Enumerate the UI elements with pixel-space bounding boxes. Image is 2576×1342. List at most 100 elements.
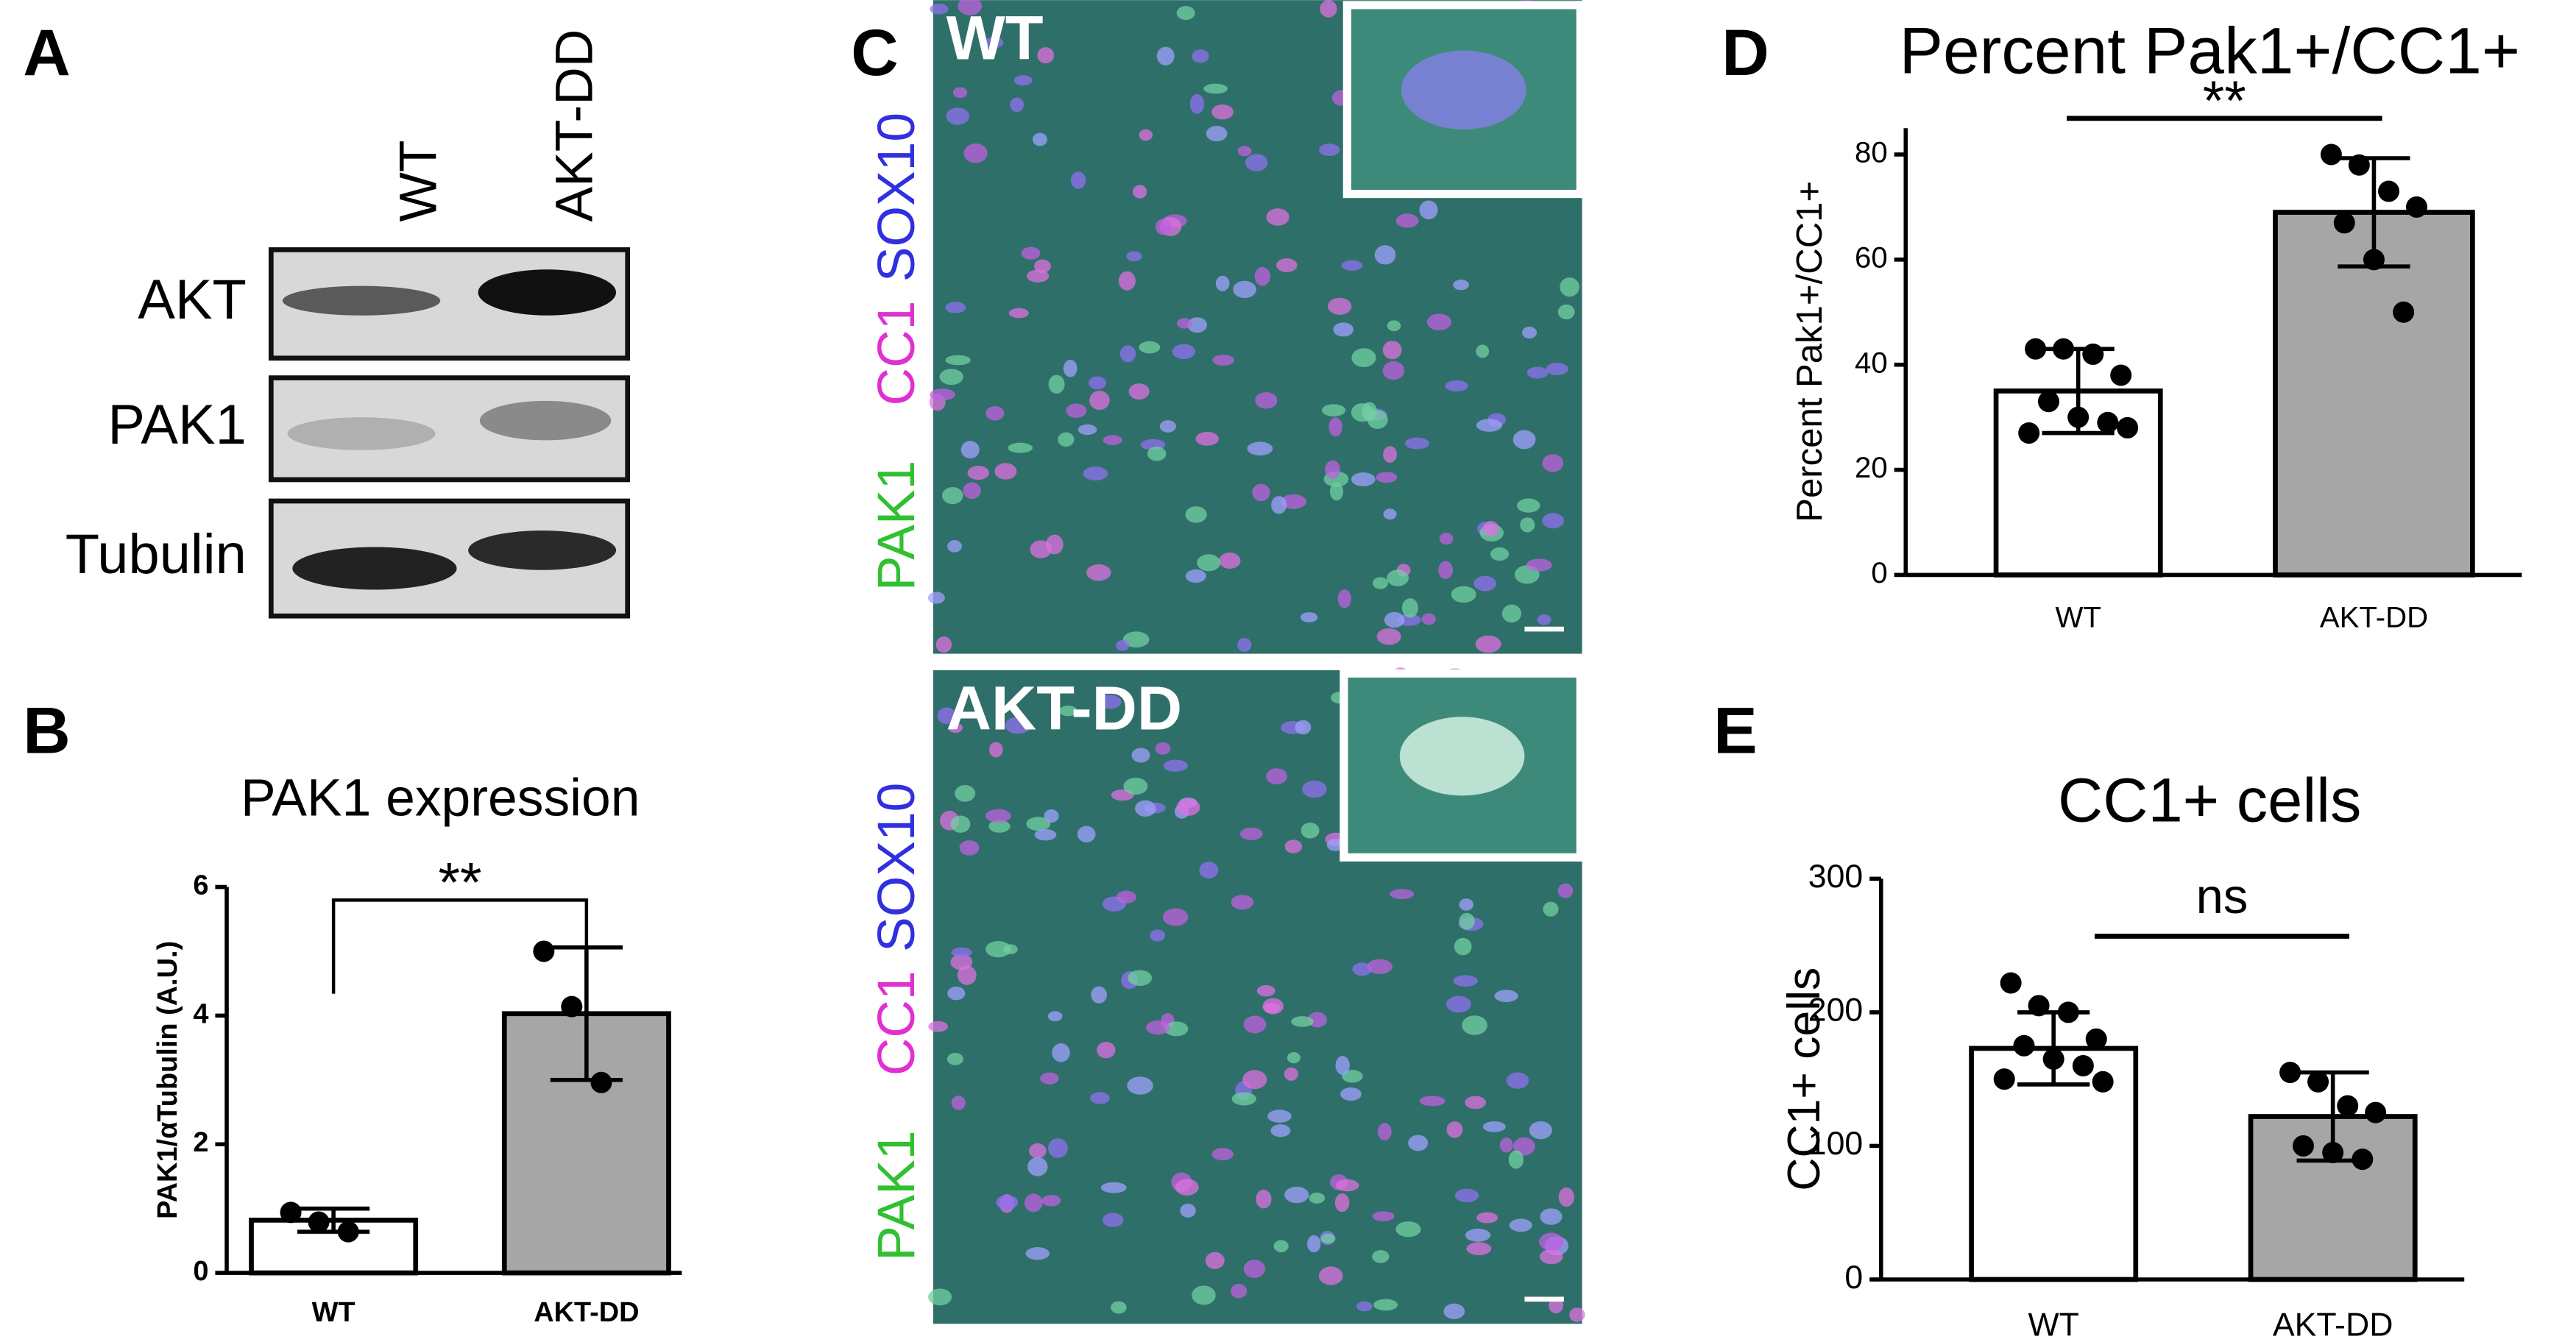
- cell: [1192, 1285, 1216, 1305]
- cell: [1451, 586, 1476, 603]
- cell: [1159, 420, 1176, 433]
- cell: [1122, 631, 1150, 648]
- panel-label: A: [23, 15, 70, 89]
- cell: [1255, 391, 1278, 409]
- cell: [1517, 498, 1540, 513]
- cell: [1133, 185, 1147, 199]
- cell: [1459, 912, 1475, 930]
- cell: [1307, 1235, 1321, 1253]
- cell: [1044, 809, 1059, 823]
- cell: [1284, 1186, 1309, 1204]
- cell: [951, 947, 972, 958]
- cell: [994, 463, 1017, 480]
- blot-band: [287, 417, 436, 450]
- cell: [1078, 424, 1097, 436]
- cell: [1185, 569, 1206, 583]
- cell: [1337, 589, 1351, 608]
- data-point: [2042, 1048, 2064, 1070]
- cell: [951, 1096, 966, 1110]
- cell: [1328, 297, 1352, 315]
- panel-label: D: [1722, 15, 1769, 89]
- data-point: [2018, 422, 2040, 444]
- cell: [1383, 446, 1397, 463]
- cell: [937, 707, 956, 725]
- cell: [1356, 1301, 1373, 1312]
- y-tick-label: 200: [1808, 993, 1863, 1029]
- cell: [1116, 890, 1136, 903]
- cell: [1320, 0, 1337, 18]
- cell: [996, 1195, 1019, 1210]
- cell: [1270, 1124, 1291, 1137]
- cell: [1558, 1187, 1574, 1207]
- cell: [1243, 1015, 1267, 1034]
- cell: [1454, 1188, 1479, 1203]
- cell: [1509, 1218, 1532, 1232]
- cell: [1542, 513, 1565, 529]
- cell: [1408, 1135, 1429, 1151]
- cell: [958, 0, 983, 15]
- cell: [1476, 1212, 1498, 1224]
- cell: [1033, 259, 1051, 273]
- cell: [1242, 1070, 1267, 1090]
- cell: [1026, 269, 1050, 283]
- cell: [1058, 432, 1075, 447]
- data-point: [2365, 1101, 2387, 1123]
- cell: [1376, 628, 1401, 645]
- cell: [1052, 1043, 1070, 1062]
- cell: [1215, 275, 1230, 291]
- cell: [1032, 132, 1047, 146]
- cell: [1045, 534, 1064, 555]
- data-point: [2082, 343, 2104, 365]
- cell: [1522, 326, 1538, 339]
- cell: [1372, 1211, 1395, 1221]
- data-point: [2292, 1135, 2314, 1157]
- cell: [1335, 1056, 1350, 1075]
- cell: [1070, 171, 1086, 189]
- cell: [1211, 1148, 1234, 1161]
- cell: [1097, 695, 1122, 709]
- blot-band: [282, 285, 441, 316]
- cell: [928, 1020, 949, 1032]
- cell: [1147, 446, 1167, 461]
- stain-label: SOX10: [867, 783, 926, 952]
- cell: [1203, 83, 1228, 94]
- data-point: [2320, 143, 2342, 166]
- cell: [1037, 47, 1055, 64]
- cell: [1539, 1232, 1564, 1251]
- cell: [1546, 363, 1568, 375]
- cell: [1494, 990, 1518, 1002]
- cell: [952, 87, 968, 99]
- inset-cell: [1401, 50, 1526, 129]
- micrograph-label: AKT-DD: [946, 672, 1182, 742]
- cell: [985, 809, 1011, 823]
- cell: [1309, 1192, 1326, 1204]
- cell: [939, 369, 963, 386]
- cell: [1271, 496, 1287, 514]
- cell: [1506, 1072, 1529, 1089]
- cell: [1247, 441, 1273, 456]
- cell: [1211, 104, 1234, 120]
- cell: [928, 1288, 952, 1306]
- cell: [1008, 442, 1033, 453]
- panel-label: C: [851, 15, 898, 89]
- cell: [1382, 341, 1402, 360]
- y-tick-label: 6: [193, 870, 208, 901]
- data-point: [2117, 416, 2139, 439]
- cell: [1128, 970, 1153, 987]
- cell: [1027, 1157, 1048, 1176]
- y-tick-label: 40: [1855, 346, 1888, 379]
- x-tick-label: AKT-DD: [2273, 1307, 2393, 1342]
- cell: [1542, 454, 1564, 472]
- cell: [1404, 437, 1430, 450]
- cell: [1351, 472, 1376, 486]
- cell: [1089, 391, 1110, 411]
- cell: [1569, 1307, 1585, 1322]
- y-axis-label: PAK1/αTubulin (A.U.): [152, 941, 183, 1219]
- cell: [1192, 49, 1209, 63]
- data-point: [533, 940, 555, 962]
- cell: [1245, 154, 1268, 171]
- x-tick-label: WT: [2028, 1307, 2078, 1342]
- cell: [1384, 611, 1405, 628]
- x-tick-label: AKT-DD: [2320, 600, 2428, 633]
